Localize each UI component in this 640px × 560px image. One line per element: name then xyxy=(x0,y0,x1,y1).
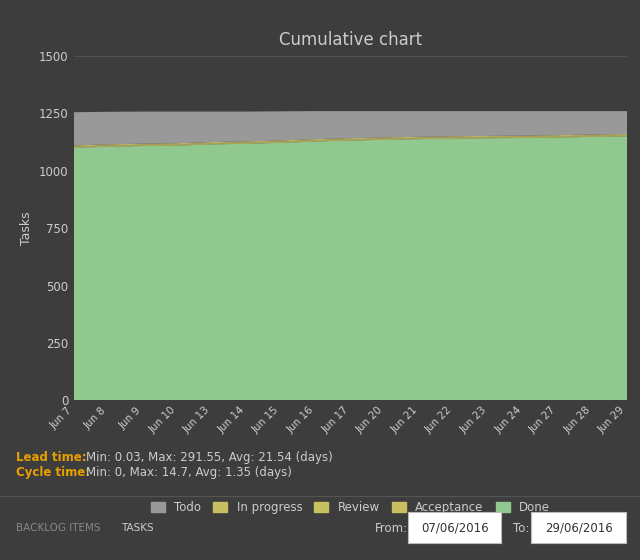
Text: Min: 0.03, Max: 291.55, Avg: 21.54 (days): Min: 0.03, Max: 291.55, Avg: 21.54 (days… xyxy=(86,451,333,464)
Text: Cycle time:: Cycle time: xyxy=(16,466,90,479)
Text: 29/06/2016: 29/06/2016 xyxy=(545,521,612,534)
Text: From:: From: xyxy=(374,521,408,535)
Text: BACKLOG ITEMS: BACKLOG ITEMS xyxy=(16,523,100,533)
Text: Min: 0, Max: 14.7, Avg: 1.35 (days): Min: 0, Max: 14.7, Avg: 1.35 (days) xyxy=(86,466,292,479)
Legend: Todo, In progress, Review, Acceptance, Done: Todo, In progress, Review, Acceptance, D… xyxy=(146,496,555,519)
Title: Cumulative chart: Cumulative chart xyxy=(279,31,422,49)
Text: TASKS: TASKS xyxy=(122,522,154,533)
Y-axis label: Tasks: Tasks xyxy=(20,211,33,245)
Text: 07/06/2016: 07/06/2016 xyxy=(421,521,488,534)
Text: Lead time:: Lead time: xyxy=(16,451,86,464)
Text: To:: To: xyxy=(513,521,530,535)
